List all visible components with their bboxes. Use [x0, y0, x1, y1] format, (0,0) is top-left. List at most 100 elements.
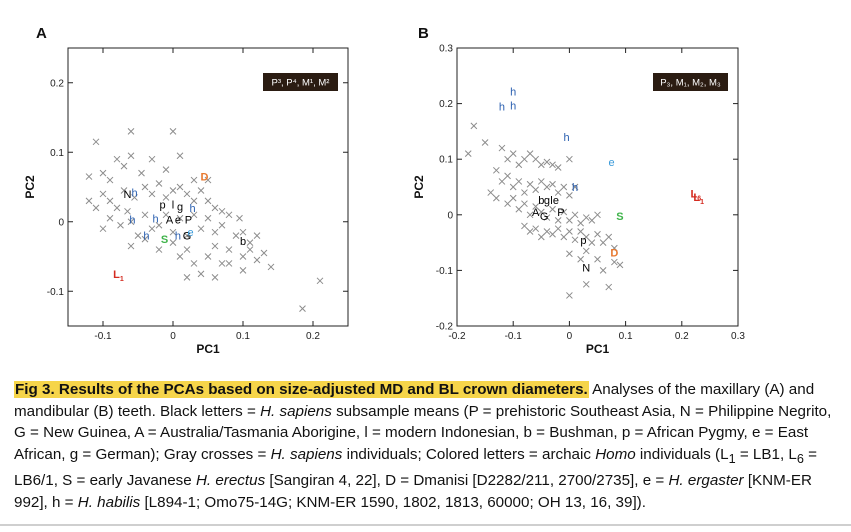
- sapiens-individual-cross: [204, 197, 212, 205]
- specimen-label-sapiens_mean: g: [544, 195, 550, 207]
- sapiens-individual-cross: [148, 225, 156, 233]
- y-tick-label: 0.2: [50, 78, 64, 89]
- specimen-label-sapiens_mean: N: [582, 263, 590, 275]
- specimen-label-sapiens_mean: A: [166, 215, 174, 227]
- sapiens-individual-cross: [566, 191, 573, 199]
- sapiens-individual-cross: [566, 292, 573, 299]
- caption-text-2: subsample means (P = prehistoric Southea…: [14, 402, 832, 463]
- fig-label: Fig 3.: [15, 381, 55, 398]
- caption-highlight: Fig 3. Results of the PCAs based on size…: [14, 381, 589, 398]
- sapiens-individual-cross: [566, 155, 573, 163]
- x-tick-label: 0.3: [731, 331, 745, 342]
- y-tick-label: -0.1: [436, 266, 454, 277]
- y-tick-label: -0.2: [436, 322, 454, 333]
- sapiens-individual-cross: [599, 239, 607, 246]
- plot-frame: [456, 47, 739, 327]
- sapiens-individual-cross: [225, 260, 233, 267]
- specimen-label-sapiens_mean: l: [550, 195, 552, 207]
- sapiens-individual-cross: [549, 230, 556, 238]
- sapiens-individual-cross: [120, 162, 128, 170]
- specimen-label-erectus: S: [616, 211, 623, 223]
- sapiens-individual-cross: [85, 197, 93, 205]
- sapiens-individual-cross: [594, 230, 601, 238]
- sapiens-individual-cross: [549, 180, 556, 188]
- specimen-label-sapiens_mean: P: [185, 215, 192, 227]
- sapiens-individual-cross: [183, 246, 191, 253]
- sapiens-individual-cross: [537, 233, 545, 241]
- sapiens-individual-cross: [99, 169, 107, 177]
- caption-text-9: [L894-1; Omo75-14G; KNM-ER 1590, 1802, 1…: [140, 494, 646, 511]
- x-tick-label: 0: [567, 331, 573, 342]
- sapiens-individual-cross: [616, 261, 624, 269]
- sapiens-individual-cross: [236, 214, 243, 222]
- panel-b-mandibular-pca: B -0.2 -0.1 0 0.1 0.2 0.3 -0.2 -0.1 0 0.1 0.2 0.3 PC1…: [412, 25, 745, 356]
- sapiens-individual-cross: [577, 219, 584, 227]
- legend-box: [263, 73, 338, 91]
- sapiens-individual-cross: [599, 267, 607, 274]
- sapiens-individual-cross: [316, 277, 324, 285]
- specimen-label-habilis: h: [175, 231, 181, 243]
- specimen-label-sapiens_mean: g: [177, 201, 183, 213]
- sapiens-individual-cross: [487, 189, 495, 196]
- caption-sapiens-2: H. sapiens: [270, 445, 343, 463]
- sapiens-individual-cross: [521, 222, 528, 230]
- sapiens-individual-cross: [611, 258, 618, 266]
- sapiens-individual-cross: [498, 144, 506, 152]
- sapiens-individual-cross: [537, 208, 545, 216]
- sapiens-individual-cross: [566, 250, 573, 258]
- sapiens-individual-cross: [127, 218, 135, 226]
- y-tick-label: 0.2: [439, 99, 453, 110]
- sapiens-individual-cross: [504, 155, 511, 163]
- sapiens-individual-cross: [169, 239, 177, 246]
- sapiens-individual-cross: [492, 166, 500, 174]
- sapiens-individual-cross: [571, 183, 579, 191]
- sapiens-individual-cross: [509, 183, 517, 191]
- sapiens-individual-cross: [218, 260, 226, 267]
- x-axis-label: PC1: [196, 342, 220, 356]
- sapiens-individual-cross: [253, 256, 261, 264]
- sapiens-individual-cross: [176, 253, 184, 260]
- sapiens-individual-cross: [117, 221, 124, 229]
- sapiens-individual-cross: [582, 214, 590, 221]
- specimen-label-LB: L1: [113, 269, 124, 283]
- sapiens-individual-cross: [566, 228, 573, 235]
- sapiens-individual-cross: [148, 155, 156, 163]
- sapiens-individual-cross: [99, 190, 107, 198]
- specimen-label-sapiens_mean: e: [553, 195, 559, 207]
- y-axis-label: PC2: [23, 175, 37, 199]
- sapiens-individual-cross: [246, 246, 254, 253]
- caption-text-6: = LB6/1, S = early Javanese: [14, 445, 817, 490]
- specimen-label-sapiens_mean: P: [557, 207, 564, 219]
- sapiens-individual-cross: [218, 221, 226, 229]
- specimen-label-habilis: h: [143, 231, 149, 243]
- sapiens-individual-cross: [197, 187, 205, 194]
- sapiens-individual-cross: [113, 204, 121, 212]
- sapiens-individual-cross: [582, 233, 590, 241]
- sapiens-individual-cross: [148, 190, 156, 198]
- specimen-label-sapiens_mean: G: [540, 211, 549, 223]
- sapiens-individual-cross: [141, 211, 149, 219]
- sapiens-individual-cross: [162, 194, 170, 201]
- fig-title: Results of the PCAs based on size-adjust…: [58, 381, 588, 398]
- sapiens-individual-cross: [267, 263, 275, 271]
- sapiens-individual-cross: [169, 228, 177, 236]
- sapiens-individual-cross: [560, 208, 568, 216]
- sapiens-individual-cross: [515, 178, 523, 185]
- specimen-label-habilis: h: [131, 188, 137, 200]
- sapiens-individual-cross: [253, 232, 261, 240]
- sapiens-individual-cross: [92, 138, 100, 146]
- sapiens-individual-cross: [211, 242, 219, 250]
- sapiens-individual-cross: [239, 228, 247, 236]
- caption-habilis: H. habilis: [77, 494, 141, 511]
- specimen-label-sapiens_mean: G: [183, 231, 192, 243]
- sapiens-individual-cross: [526, 180, 534, 188]
- sapiens-individual-cross: [594, 211, 601, 219]
- specimen-label-sapiens_mean: b: [240, 236, 246, 248]
- specimen-label-dmanisi: D: [610, 248, 618, 260]
- sapiens-individual-cross: [532, 203, 540, 210]
- sapiens-individual-cross: [131, 194, 138, 201]
- sapiens-individual-cross: [549, 161, 556, 169]
- sapiens-individual-cross: [169, 187, 177, 194]
- x-tick-label: 0.2: [306, 331, 320, 342]
- sapiens-individual-cross: [560, 183, 568, 191]
